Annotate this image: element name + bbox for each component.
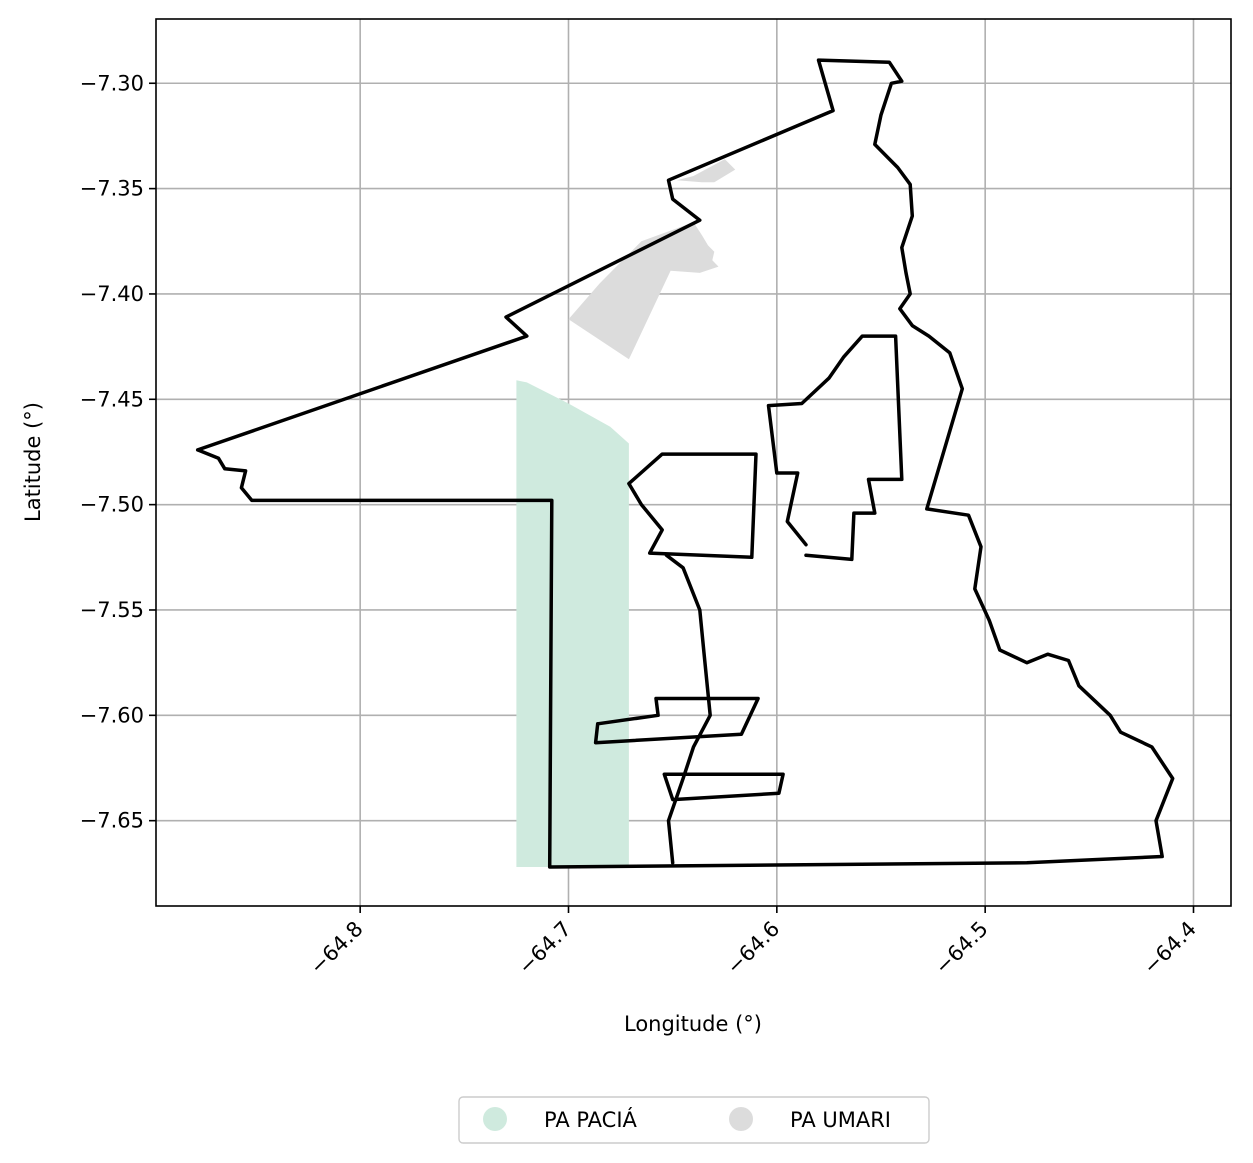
y-tick-label: −7.35 [80,177,144,201]
y-tick-label: −7.65 [80,809,144,833]
area-pa-umari [568,222,719,360]
boundary-outline [664,553,712,865]
y-tick-label: −7.50 [80,493,144,517]
y-tick-label: −7.55 [80,598,144,622]
area-pa-pacia [516,380,629,867]
legend: PA PACIÁ PA UMARI [458,1096,930,1144]
y-tick-label: −7.40 [80,282,144,306]
legend-marker-pa-umari [729,1107,753,1131]
area-pa-umari [676,159,736,183]
boundary-outline [662,772,785,802]
legend-label-pa-pacia: PA PACIÁ [544,1107,638,1132]
y-axis-label: Latitude (°) [21,402,45,522]
legend-marker-pa-pacia [483,1107,507,1131]
legend-frame [458,1096,930,1144]
plot-frame [155,18,1232,907]
boundary-outline [195,58,1175,869]
boundary-outlines [195,58,1175,869]
legend-label-pa-umari: PA UMARI [790,1108,891,1132]
y-tick-label: −7.60 [80,703,144,727]
x-axis-label: Longitude (°) [624,1012,762,1036]
y-tick-label: −7.45 [80,387,144,411]
boundary-outline [593,696,760,745]
boundary-outline [766,334,904,562]
boundary-outline [627,452,758,560]
y-tick-label: −7.30 [80,71,144,95]
